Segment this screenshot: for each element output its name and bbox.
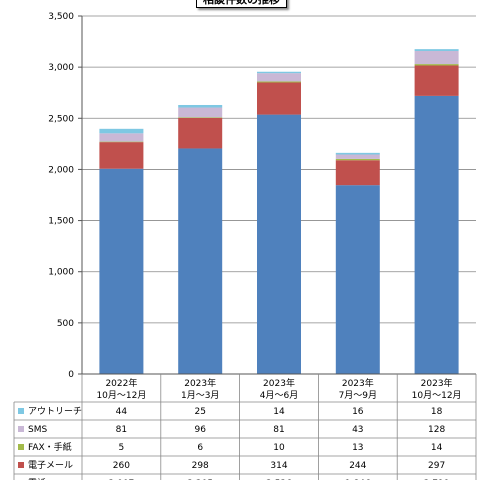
legend-label: アウトリーチ [28,406,82,417]
data-table-value: 10 [273,443,285,453]
legend-swatch [18,408,24,414]
data-table-value: 128 [428,425,445,435]
bar-segment-1 [257,71,301,74]
x-category-label: 7月～9月 [339,390,377,401]
legend-swatch [18,444,24,450]
bar-segment-4 [414,65,459,96]
x-category-label: 2023年 [184,377,216,389]
y-tick-label: 500 [57,319,74,329]
data-table-value: 25 [194,407,205,417]
bar-segment-5 [99,168,144,374]
bar-segment-5 [257,114,301,375]
bar-segment-4 [257,82,301,115]
bar-segment-3 [414,64,459,66]
data-table-value: 298 [192,461,209,471]
data-table-value: 14 [431,443,443,453]
data-table-value: 5 [119,443,125,453]
data-table-value: 13 [352,443,363,453]
bar-segment-3 [99,141,144,143]
legend-label: SMS [28,425,47,435]
bar-segment-4 [99,142,144,169]
data-table-value: 81 [273,425,284,435]
data-table-value: 18 [431,407,443,417]
y-tick-label: 1,000 [48,268,74,278]
bar-segment-2 [335,154,380,159]
legend-label: FAX・手紙 [28,441,72,453]
legend-label: 電話 [28,477,46,480]
bar-segment-3 [257,81,301,83]
x-category-label: 2023年 [263,377,295,389]
bar-segment-4 [178,117,223,149]
bar-segment-1 [335,152,380,155]
x-category-label: 2023年 [342,377,374,389]
bar-segment-1 [414,49,459,51]
bar-segment-1 [99,128,144,134]
y-tick-label: 3,000 [48,63,74,73]
legend-swatch [18,426,24,432]
x-category-label: 10月～12月 [412,390,462,401]
bar-segment-1 [178,104,223,108]
bar-segment-4 [335,160,380,186]
data-table-value: 44 [116,407,128,417]
x-category-label: 2023年 [421,377,453,389]
x-category-label: 2022年 [105,377,137,389]
bar-segment-2 [99,133,144,142]
legend-label: 電子メール [28,460,73,471]
x-category-label: 4月～6月 [260,390,298,401]
y-tick-label: 0 [68,370,74,380]
data-table-value: 16 [352,407,364,417]
data-table-value: 297 [428,461,445,471]
x-category-label: 1月～3月 [181,390,219,401]
data-table-value: 260 [113,461,130,471]
bar-segment-2 [178,107,223,118]
data-table-value: 96 [194,425,206,435]
y-tick-label: 1,500 [48,217,74,227]
data-table-value: 14 [273,407,285,417]
bar-segment-2 [257,73,301,82]
y-tick-label: 2,000 [48,165,74,175]
legend-swatch [18,462,24,468]
data-table-value: 43 [352,425,363,435]
x-category-label: 10月～12月 [96,390,146,401]
data-table-value: 314 [270,461,287,471]
y-tick-label: 3,500 [48,12,74,22]
bar-segment-5 [414,95,459,375]
bar-segment-5 [335,185,380,374]
bar-segment-5 [178,148,223,374]
bar-segment-2 [414,50,459,65]
data-table-value: 244 [349,461,366,471]
chart-title: 相談件数の推移 [196,0,287,8]
data-table-value: 81 [116,425,127,435]
bar-segment-3 [178,117,223,118]
data-table-value: 6 [197,443,203,453]
y-tick-label: 2,500 [48,114,74,124]
bar-segment-3 [335,158,380,161]
